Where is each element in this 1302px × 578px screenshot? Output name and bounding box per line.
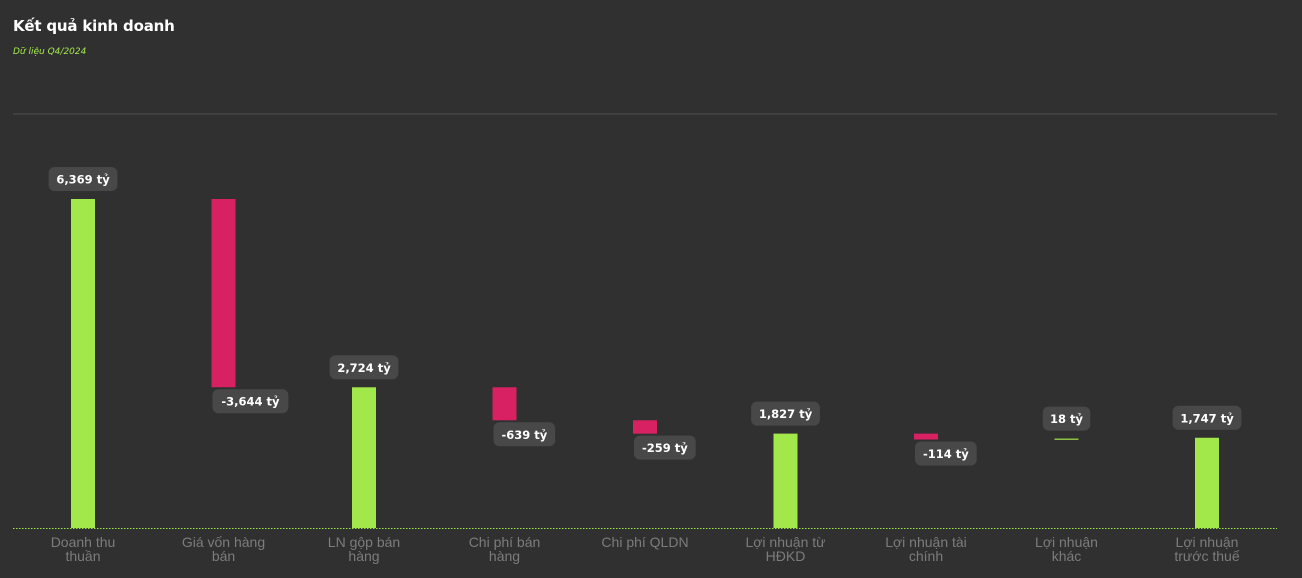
value-label-box <box>48 167 118 191</box>
waterfall-bar-group: 1,827 tỷ Lợi nhuận từ HĐKD <box>745 401 826 564</box>
value-label-box <box>751 401 820 426</box>
waterfall-bar-group: -259 tỷ Chi phí QLDN <box>601 420 696 550</box>
decrease-bar[interactable] <box>914 433 938 440</box>
value-label: -259 tỷ <box>642 441 688 455</box>
increase-bar[interactable] <box>773 433 798 528</box>
card-title: Kết quả kinh doanh <box>13 17 175 35</box>
decrease-bar[interactable] <box>633 420 657 434</box>
waterfall-bar-group: 6,369 tỷ Doanh thu thuần <box>48 167 118 564</box>
waterfall-bar-group: 18 tỷ Lợi nhuận khác <box>1035 406 1098 564</box>
category-label: Lợi nhuận khác <box>1035 534 1098 564</box>
increase-bar[interactable] <box>71 199 95 528</box>
category-label: LN gộp bán hàng <box>328 534 400 564</box>
value-label-box <box>212 389 289 414</box>
value-label: 18 tỷ <box>1050 412 1084 426</box>
category-label: Doanh thu thuần <box>51 534 116 564</box>
waterfall-bar-group: -639 tỷ Chi phí bán hàng <box>469 387 556 564</box>
waterfall-bar-group: -114 tỷ Lợi nhuận tài chính <box>885 433 977 564</box>
increase-bar[interactable] <box>352 387 376 528</box>
value-label-box <box>329 355 399 380</box>
increase-bar[interactable] <box>1054 438 1079 440</box>
value-label-box <box>915 441 977 466</box>
value-label: -3,644 tỷ <box>221 395 280 409</box>
value-label: 1,827 tỷ <box>759 407 813 421</box>
category-label: Lợi nhuận tài chính <box>885 534 967 564</box>
decrease-bar[interactable] <box>211 199 236 388</box>
value-label: 1,747 tỷ <box>1180 411 1234 425</box>
value-label: 2,724 tỷ <box>337 361 391 375</box>
category-label: Chi phí bán hàng <box>469 534 541 564</box>
waterfall-bar-group: 1,747 tỷ Lợi nhuận trước thuế <box>1172 405 1242 564</box>
waterfall-bar-group: -3,644 tỷ Giá vốn hàng bán <box>182 199 289 564</box>
increase-bar[interactable] <box>1195 437 1219 528</box>
value-label: -114 tỷ <box>923 447 969 461</box>
value-label-box <box>493 422 556 447</box>
data-period-subtitle: Dữ liệu Q4/2024 <box>13 47 87 57</box>
category-label: Chi phí QLDN <box>601 534 688 550</box>
value-label: 6,369 tỷ <box>56 173 110 187</box>
value-label-box <box>1172 405 1242 430</box>
value-label-box <box>1042 406 1091 431</box>
value-label: -639 tỷ <box>501 428 547 442</box>
category-label: Lợi nhuận trước thuế <box>1174 534 1239 564</box>
category-label: Lợi nhuận từ HĐKD <box>745 534 825 564</box>
waterfall-bar-group: 2,724 tỷ LN gộp bán hàng <box>328 355 400 564</box>
value-label-box <box>634 435 696 460</box>
decrease-bar[interactable] <box>492 387 517 421</box>
category-label: Giá vốn hàng bán <box>182 534 265 564</box>
